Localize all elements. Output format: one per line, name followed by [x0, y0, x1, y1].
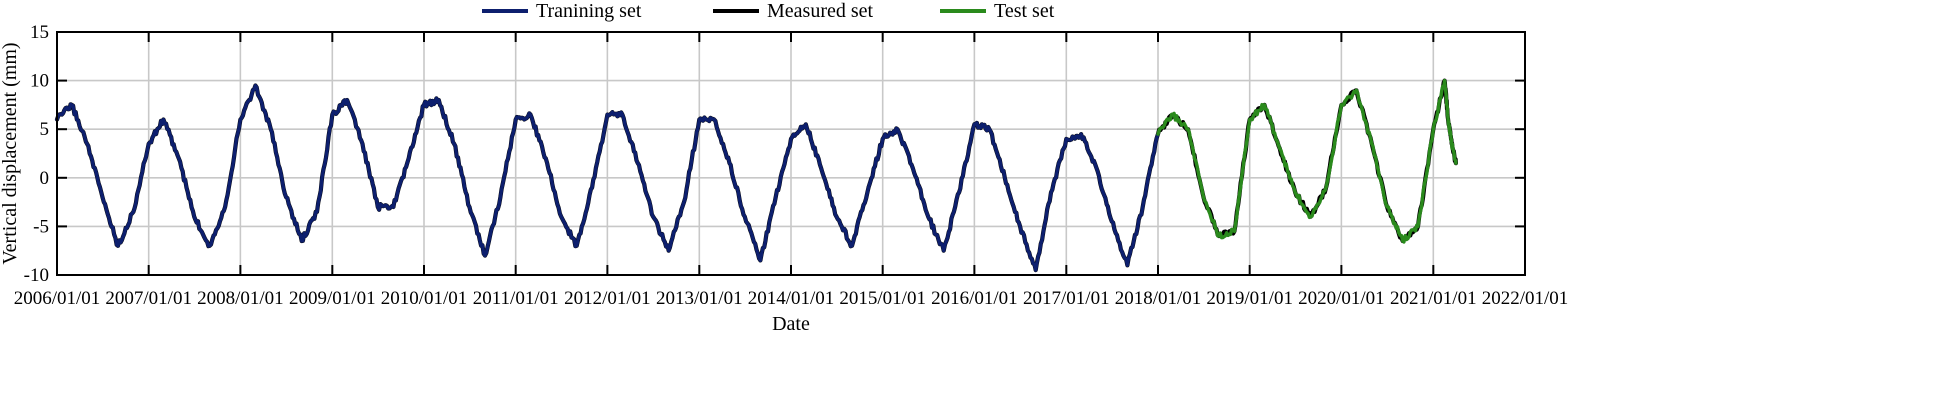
x-tick-labels: 2006/01/01 2007/01/01 2008/01/01 2009/01/01…: [14, 288, 1569, 309]
y-tick-label: 5: [40, 119, 50, 140]
x-tick-label: 2009/01/01: [289, 288, 376, 309]
x-tick-label: 2006/01/01: [14, 288, 101, 309]
x-tick-label: 2008/01/01: [197, 288, 284, 309]
y-tick-label: -5: [33, 216, 49, 237]
x-tick-label: 2021/01/01: [1390, 288, 1477, 309]
legend: Tranining set Measured set Test set: [482, 0, 1055, 22]
x-tick-label: 2020/01/01: [1298, 288, 1385, 309]
x-tick-label: 2018/01/01: [1115, 288, 1202, 309]
series-line-test-set: [1156, 78, 1458, 244]
legend-label: Test set: [994, 0, 1055, 22]
x-tick-label: 2010/01/01: [381, 288, 468, 309]
legend-label: Measured set: [767, 0, 874, 22]
x-axis-title: Date: [772, 313, 810, 335]
series-line-measured-set: [54, 78, 1458, 273]
legend-label: Tranining set: [536, 0, 642, 22]
y-tick-label: -10: [24, 265, 49, 286]
x-tick-label: 2022/01/01: [1482, 288, 1569, 309]
x-tick-label: 2012/01/01: [564, 288, 651, 309]
y-tick-label: 10: [30, 71, 49, 92]
x-tick-label: 2013/01/01: [656, 288, 743, 309]
x-tick-label: 2007/01/01: [105, 288, 192, 309]
x-tick-label: 2019/01/01: [1206, 288, 1293, 309]
x-tick-label: 2015/01/01: [839, 288, 926, 309]
grid: [57, 32, 1525, 275]
y-tick-label: 0: [40, 168, 50, 189]
y-tick-label: 15: [30, 22, 49, 43]
series-layer: [54, 78, 1458, 273]
x-tick-label: 2016/01/01: [931, 288, 1018, 309]
x-tick-label: 2014/01/01: [748, 288, 835, 309]
y-tick-labels: 15 10 5 0 -5 -10: [24, 22, 49, 286]
x-tick-label: 2011/01/01: [473, 288, 559, 309]
ticks: [56, 31, 1526, 276]
x-tick-label: 2017/01/01: [1023, 288, 1110, 309]
series-line-tranining-set: [55, 83, 1160, 272]
y-axis-title: Vertical displacement (mm): [0, 42, 21, 264]
